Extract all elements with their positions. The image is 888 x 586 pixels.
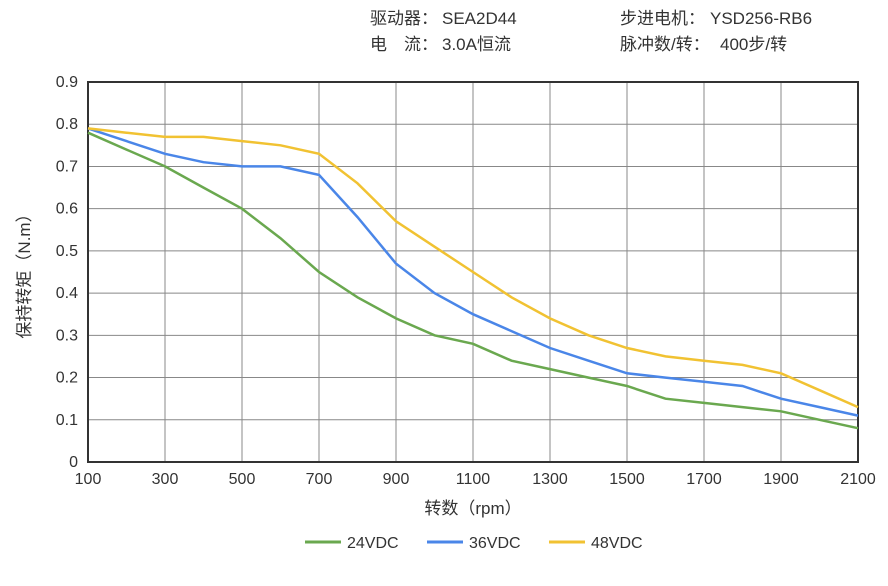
- chart-container: 驱动器：SEA2D44 步进电机： YSD256-RB6 电 流：3.0A恒流 脉冲数/…: [0, 0, 888, 586]
- legend-label: 36VDC: [469, 535, 521, 552]
- y-tick: 0.5: [56, 243, 78, 260]
- y-tick: 0: [69, 454, 78, 471]
- y-axis-label: 保持转矩（N.m）: [15, 205, 34, 338]
- y-tick: 0.7: [56, 158, 78, 175]
- current-label: 电 流：: [370, 35, 438, 54]
- driver-label: 驱动器：: [370, 9, 438, 28]
- x-tick: 1100: [456, 471, 491, 488]
- x-tick: 2100: [840, 471, 876, 488]
- x-tick: 500: [229, 471, 256, 488]
- chart-svg: 驱动器：SEA2D44 步进电机： YSD256-RB6 电 流：3.0A恒流 脉冲数/…: [0, 0, 888, 586]
- y-tick: 0.6: [56, 201, 78, 218]
- x-tick: 100: [75, 471, 102, 488]
- pulse-label: 脉冲数/转：: [620, 35, 710, 54]
- x-tick: 1700: [686, 471, 722, 488]
- driver-value: SEA2D44: [442, 9, 517, 28]
- y-tick: 0.8: [56, 116, 78, 133]
- y-tick: 0.4: [56, 285, 78, 302]
- y-tick: 0.9: [56, 74, 78, 91]
- x-tick: 1300: [532, 471, 568, 488]
- x-tick: 900: [383, 471, 410, 488]
- pulse-value: 400步/转: [720, 35, 787, 54]
- y-tick: 0.3: [56, 327, 78, 344]
- legend-label: 48VDC: [591, 535, 643, 552]
- x-tick: 300: [152, 471, 179, 488]
- current-value: 3.0A恒流: [442, 35, 511, 54]
- y-tick: 0.2: [56, 370, 78, 387]
- x-tick: 700: [306, 471, 333, 488]
- x-tick: 1500: [609, 471, 645, 488]
- motor-value: YSD256-RB6: [710, 9, 812, 28]
- motor-label: 步进电机：: [620, 9, 705, 28]
- x-axis-label: 转数（rpm）: [424, 499, 521, 518]
- y-tick: 0.1: [56, 412, 78, 429]
- legend-label: 24VDC: [347, 535, 399, 552]
- x-tick: 1900: [763, 471, 799, 488]
